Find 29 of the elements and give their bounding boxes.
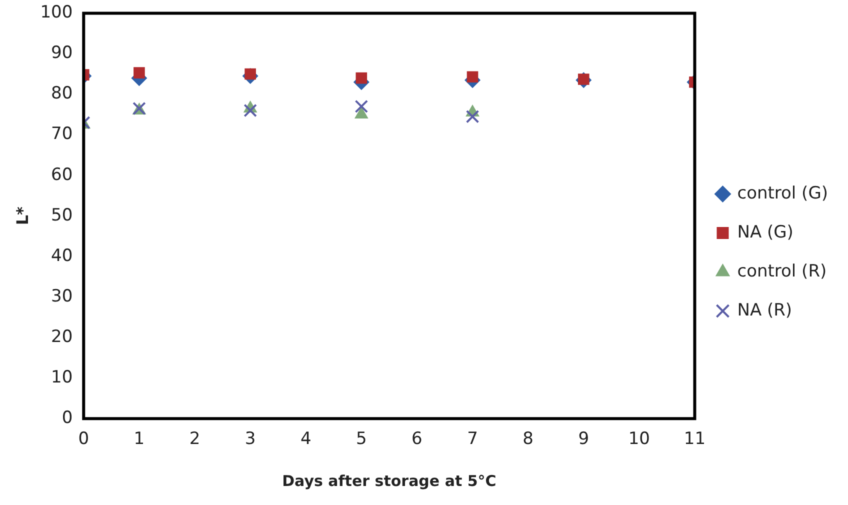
x-tick-label: 5 [356, 429, 367, 450]
x-tick-label: 10 [628, 429, 650, 450]
x-tick-label: 1 [134, 429, 145, 450]
y-tick-label: 60 [51, 164, 73, 185]
x-tick-label: 0 [78, 429, 90, 450]
y-tick-label: 50 [51, 205, 73, 226]
y-tick-label: 20 [51, 326, 73, 347]
legend-label: control (G) [737, 183, 828, 204]
x-tick-label: 2 [189, 429, 200, 450]
y-tick-label: 80 [51, 84, 73, 104]
x-tick-label: 8 [522, 429, 534, 450]
y-tick-label: 40 [51, 246, 73, 266]
y-tick-label: 0 [62, 408, 73, 428]
x-tick-label: 7 [467, 429, 478, 450]
x-tick-label: 9 [578, 429, 590, 450]
legend-label: NA (R) [737, 300, 792, 320]
legend-label: NA (G) [737, 222, 794, 242]
x-tick-label: 11 [684, 429, 706, 450]
y-tick-label: 100 [40, 2, 73, 23]
legend-label: control (R) [737, 261, 827, 282]
y-tick-label: 90 [51, 43, 73, 64]
y-axis-title: L* [12, 206, 32, 226]
x-tick-label: 3 [244, 429, 256, 450]
y-tick-label: 30 [51, 286, 73, 306]
x-axis-title: Days after storage at 5°C [282, 472, 496, 490]
y-tick-label: 70 [51, 124, 73, 144]
y-tick-label: 10 [51, 367, 73, 388]
x-tick-label: 6 [412, 429, 422, 450]
x-tick-label: 4 [300, 429, 312, 450]
